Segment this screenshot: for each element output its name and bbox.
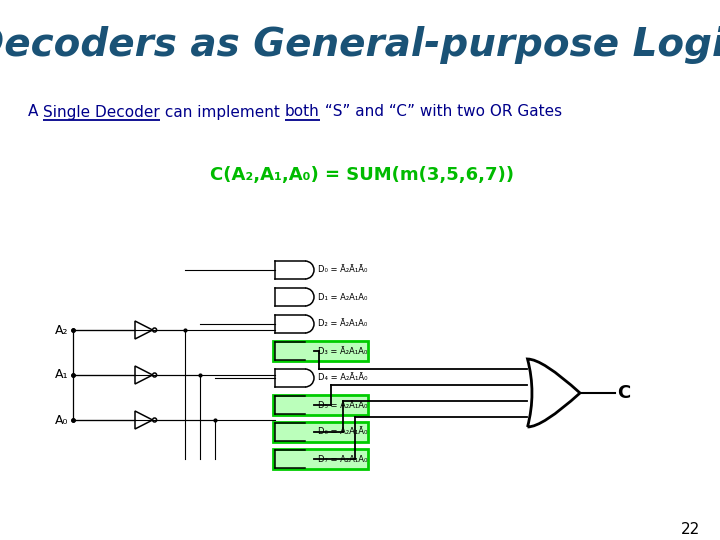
Text: “S” and “C” with two OR Gates: “S” and “C” with two OR Gates	[320, 105, 562, 119]
Bar	[273, 422, 368, 442]
Bar	[273, 395, 368, 415]
Text: D₂ = Ā₂A₁A₀: D₂ = Ā₂A₁A₀	[318, 320, 367, 328]
Text: C: C	[617, 384, 630, 402]
Text: D₄ = A₂Ā₁Ā₀: D₄ = A₂Ā₁Ā₀	[318, 374, 367, 382]
Bar	[273, 449, 368, 469]
Text: Decoders as General-purpose Logic: Decoders as General-purpose Logic	[0, 26, 720, 64]
Text: D₃ = Ā₂A₁A₀: D₃ = Ā₂A₁A₀	[318, 347, 367, 355]
Text: D₅ = A₂Ā₁A₀: D₅ = A₂Ā₁A₀	[318, 401, 367, 409]
Text: A₂: A₂	[55, 323, 68, 336]
Text: A: A	[28, 105, 43, 119]
Text: D₇ = A₂A₁A₀: D₇ = A₂A₁A₀	[318, 455, 367, 463]
Text: D₀ = Ā₂Ā₁Ā₀: D₀ = Ā₂Ā₁Ā₀	[318, 266, 367, 274]
Bar	[273, 341, 368, 361]
Text: A₁: A₁	[55, 368, 68, 381]
Text: A₀: A₀	[55, 414, 68, 427]
Text: 22: 22	[680, 523, 700, 537]
Text: D₁ = A₂A₁A₀: D₁ = A₂A₁A₀	[318, 293, 367, 301]
Text: can implement: can implement	[160, 105, 284, 119]
Text: both: both	[284, 105, 320, 119]
Text: D₆ = A₂A₁Ā₀: D₆ = A₂A₁Ā₀	[318, 428, 367, 436]
Text: Single Decoder: Single Decoder	[43, 105, 160, 119]
Text: C(A₂,A₁,A₀) = SUM(m(3,5,6,7)): C(A₂,A₁,A₀) = SUM(m(3,5,6,7))	[210, 166, 514, 184]
